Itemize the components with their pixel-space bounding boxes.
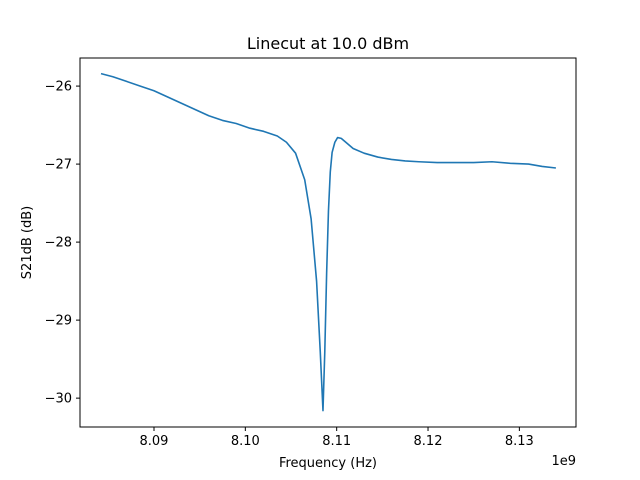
y-tick-label: −30 (45, 392, 72, 407)
x-tick-label: 8.11 (322, 434, 351, 449)
x-axis-label: Frequency (Hz) (279, 456, 377, 471)
chart-title: Linecut at 10.0 dBm (247, 34, 409, 53)
x-tick-label: 8.09 (140, 434, 169, 449)
x-axis: 8.09 8.10 8.11 8.12 8.13 (140, 427, 534, 449)
y-tick-label: −27 (45, 158, 72, 173)
x-tick-label: 8.10 (231, 434, 260, 449)
plot-area (79, 57, 577, 428)
x-axis-offset-label: 1e9 (551, 454, 576, 469)
y-axis: −26 −27 −28 −29 −30 (45, 80, 80, 407)
x-tick-label: 8.12 (414, 434, 443, 449)
series-line-0 (100, 72, 556, 412)
y-tick-label: −29 (45, 314, 72, 329)
x-tick-label: 8.13 (505, 434, 534, 449)
y-tick-label: −28 (45, 236, 72, 251)
y-tick-label: −26 (45, 80, 72, 95)
y-axis-label: S21dB (dB) (20, 206, 35, 279)
series-layer (100, 72, 556, 412)
